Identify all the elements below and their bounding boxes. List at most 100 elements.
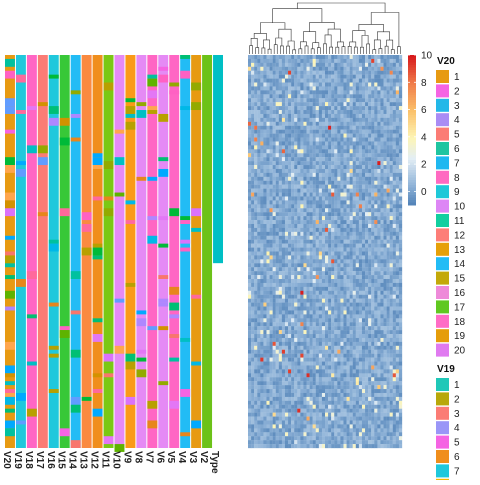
heatmap-cell — [352, 227, 356, 232]
heatmap-cell — [395, 90, 400, 95]
heatmap-cell — [328, 349, 332, 354]
heatmap-cell — [254, 334, 258, 339]
heatmap-cell — [288, 416, 292, 421]
annotation-cell — [70, 396, 81, 405]
heatmap-cell — [294, 70, 298, 75]
heatmap-cell — [392, 145, 396, 150]
heatmap-cell — [377, 365, 381, 370]
heatmap-cell — [257, 353, 261, 358]
heatmap-cell — [389, 247, 393, 252]
heatmap-cell — [395, 117, 400, 122]
heatmap-cell — [275, 408, 279, 413]
heatmap-cell — [395, 251, 400, 256]
heatmap-cell — [334, 196, 338, 201]
heatmap-cell — [318, 330, 323, 335]
heatmap-cell — [383, 204, 387, 209]
heatmap-cell — [318, 286, 323, 291]
heatmap-cell — [361, 314, 366, 319]
heatmap-cell — [325, 377, 329, 382]
heatmap-cell — [365, 420, 369, 425]
heatmap-cell — [349, 275, 353, 280]
heatmap-cell — [328, 216, 332, 221]
heatmap-cell — [294, 145, 298, 150]
heatmap-cell — [321, 212, 326, 217]
heatmap-cell — [389, 310, 393, 315]
heatmap-cell — [377, 286, 381, 291]
heatmap-cell — [328, 341, 332, 346]
annotation-cell — [169, 55, 180, 448]
heatmap-cell — [272, 424, 276, 429]
heatmap-cell — [278, 55, 283, 60]
heatmap-cell — [281, 165, 286, 170]
heatmap-cell — [358, 98, 363, 103]
heatmap-cell — [349, 110, 353, 115]
heatmap-cell — [269, 223, 273, 229]
heatmap-cell — [278, 161, 283, 166]
heatmap-cell — [374, 110, 378, 115]
heatmap-cell — [398, 424, 403, 429]
heatmap-cell — [294, 306, 298, 311]
heatmap-cell — [334, 416, 338, 421]
heatmap-cell — [303, 212, 307, 217]
heatmap-cell — [297, 239, 301, 244]
heatmap-cell — [355, 133, 360, 138]
heatmap-cell — [340, 231, 344, 236]
heatmap-cell — [343, 271, 347, 276]
heatmap-cell — [309, 208, 313, 213]
heatmap-cell — [343, 385, 347, 390]
heatmap-cell — [361, 251, 366, 256]
heatmap-cell — [312, 86, 316, 91]
heatmap-cell — [389, 341, 393, 346]
heatmap-cell — [306, 58, 310, 64]
heatmap-cell — [288, 204, 292, 209]
heatmap-cell — [300, 408, 304, 413]
heatmap-cell — [294, 90, 298, 95]
heatmap-cell — [257, 216, 261, 221]
heatmap-cell — [368, 412, 372, 417]
heatmap-cell — [343, 322, 347, 327]
heatmap-cell — [395, 385, 400, 390]
heatmap-cell — [312, 157, 316, 162]
heatmap-cell — [368, 55, 372, 60]
heatmap-cell — [269, 361, 273, 366]
heatmap-cell — [272, 247, 276, 252]
heatmap-cell — [371, 341, 375, 346]
heatmap-cell — [340, 180, 344, 185]
heatmap-cell — [315, 251, 319, 256]
heatmap-cell — [392, 271, 396, 276]
heatmap-cell — [248, 282, 252, 288]
heatmap-cell — [272, 294, 276, 299]
heatmap-cell — [297, 106, 301, 111]
heatmap-cell — [398, 377, 403, 382]
heatmap-cell — [361, 392, 366, 398]
heatmap-cell — [352, 286, 356, 291]
heatmap-cell — [340, 70, 344, 75]
heatmap-cell — [361, 212, 366, 217]
heatmap-cell — [389, 110, 393, 115]
heatmap-cell — [312, 153, 316, 158]
heatmap-cell — [306, 145, 310, 150]
heatmap-cell — [386, 353, 390, 358]
heatmap-cell — [306, 428, 310, 433]
heatmap-cell — [300, 184, 304, 189]
heatmap-cell — [328, 404, 332, 409]
annotation-cell — [147, 78, 158, 87]
heatmap-cell — [361, 102, 366, 107]
heatmap-cell — [355, 117, 360, 122]
heatmap-cell — [371, 212, 375, 217]
heatmap-cell — [328, 172, 332, 177]
heatmap-cell — [358, 243, 363, 248]
heatmap-cell — [355, 141, 360, 146]
heatmap-cell — [374, 70, 378, 75]
heatmap-cell — [263, 243, 267, 248]
heatmap-cell — [331, 58, 335, 64]
heatmap-cell — [340, 129, 344, 134]
heatmap-cell — [300, 298, 304, 303]
heatmap-cell — [297, 412, 301, 417]
heatmap-cell — [331, 231, 335, 236]
heatmap-cell — [380, 196, 384, 201]
heatmap-cell — [334, 117, 338, 122]
heatmap-cell — [392, 239, 396, 244]
heatmap-cell — [288, 125, 292, 130]
heatmap-cell — [380, 204, 384, 209]
